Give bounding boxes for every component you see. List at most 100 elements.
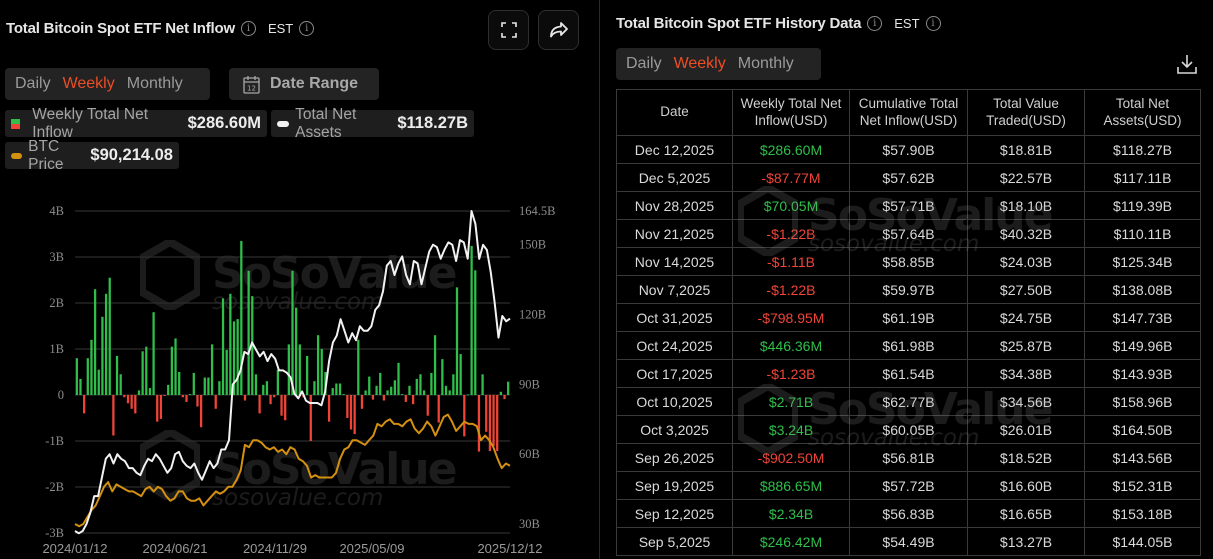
inflow-bar[interactable] — [492, 395, 495, 447]
inflow-bar[interactable] — [134, 395, 137, 414]
info-icon[interactable]: i — [867, 16, 883, 31]
inflow-bar[interactable] — [499, 391, 502, 395]
inflow-bar[interactable] — [145, 346, 148, 395]
inflow-bar[interactable] — [327, 395, 331, 422]
inflow-bar[interactable] — [203, 377, 206, 395]
table-row[interactable]: Oct 10,2025 $2.71B $62.77B $34.56B $158.96B — [616, 387, 1201, 416]
inflow-bar[interactable] — [437, 395, 440, 423]
inflow-bar[interactable] — [104, 293, 108, 395]
inflow-bar[interactable] — [123, 395, 126, 398]
inflow-bar[interactable] — [481, 374, 484, 395]
inflow-bar[interactable] — [130, 395, 133, 409]
inflow-bar[interactable] — [422, 390, 426, 395]
inflow-bar[interactable] — [218, 381, 221, 395]
inflow-bar[interactable] — [276, 369, 280, 395]
inflow-bar[interactable] — [338, 383, 342, 396]
net-assets-line[interactable] — [74, 210, 511, 535]
table-row[interactable]: Oct 3,2025 $3.24B $60.05B $26.01B $164.50B — [616, 415, 1201, 444]
inflow-bar[interactable] — [335, 383, 338, 396]
inflow-bar[interactable] — [298, 344, 301, 395]
inflow-bar[interactable] — [488, 395, 492, 452]
inflow-bar[interactable] — [262, 384, 265, 395]
inflow-bar[interactable] — [170, 346, 174, 395]
inflow-bar[interactable] — [251, 296, 254, 395]
table-row[interactable]: Nov 28,2025 $70.05M $57.71B $18.10B $119.39B — [616, 191, 1201, 220]
inflow-bar[interactable] — [466, 394, 470, 396]
inflow-bar[interactable] — [415, 378, 418, 395]
inflow-bar[interactable] — [441, 359, 444, 395]
inflow-bar[interactable] — [408, 385, 411, 395]
inflow-bar[interactable] — [86, 358, 89, 395]
table-row[interactable]: Nov 7,2025 -$1.22B $59.97B $27.50B $138.08B — [616, 275, 1201, 304]
inflow-bar[interactable] — [459, 354, 462, 395]
table-row[interactable]: Oct 24,2025 $446.36M $61.98B $25.87B $149.96… — [616, 331, 1201, 360]
inflow-bar[interactable] — [229, 293, 232, 395]
inflow-bar[interactable] — [148, 388, 152, 395]
inflow-bar[interactable] — [90, 339, 93, 395]
inflow-bar[interactable] — [503, 395, 506, 400]
table-row[interactable]: Nov 21,2025 -$1.22B $57.64B $40.32B $110.11B — [616, 219, 1201, 248]
inflow-bar[interactable] — [137, 390, 141, 395]
inflow-bar[interactable] — [240, 240, 243, 395]
fullscreen-button[interactable] — [488, 10, 529, 50]
inflow-bar[interactable] — [236, 319, 239, 395]
inflow-bar[interactable] — [295, 307, 298, 395]
tab-daily[interactable]: Daily — [15, 75, 51, 92]
inflow-bar[interactable] — [309, 395, 312, 441]
inflow-bar[interactable] — [189, 394, 192, 395]
inflow-bar[interactable] — [485, 395, 488, 432]
inflow-bar[interactable] — [221, 298, 225, 395]
table-row[interactable]: Sep 12,2025 $2.34B $56.83B $16.65B $153.18B — [616, 499, 1201, 528]
inflow-bar[interactable] — [83, 395, 86, 414]
inflow-bar[interactable] — [119, 374, 122, 395]
inflow-bar[interactable] — [258, 395, 261, 414]
inflow-bar[interactable] — [430, 372, 433, 395]
inflow-bar[interactable] — [269, 395, 272, 405]
net-inflow-chart[interactable]: 4B 3B 2B 1B 0 -1B -2B -3B 164.5B 150B 120B 90B 60B 30… — [0, 195, 598, 559]
table-row[interactable]: Dec 12,2025 $286.60M $57.90B $18.81B $118.27… — [616, 135, 1201, 164]
column-header-value-traded[interactable]: Total Value Traded(USD) — [967, 89, 1085, 136]
table-row[interactable]: Nov 14,2025 -$1.11B $58.85B $24.03B $125.34B — [616, 247, 1201, 276]
inflow-bar[interactable] — [320, 349, 323, 395]
inflow-bar[interactable] — [357, 339, 360, 395]
inflow-bar[interactable] — [401, 394, 404, 395]
btc-price-line[interactable] — [74, 413, 511, 528]
inflow-bar[interactable] — [291, 270, 294, 395]
inflow-bar[interactable] — [112, 395, 115, 436]
inflow-bar[interactable] — [196, 395, 199, 407]
tab-weekly[interactable]: Weekly — [62, 75, 115, 92]
date-range-button[interactable]: 12 Date Range — [229, 68, 379, 100]
inflow-bar[interactable] — [386, 390, 389, 395]
inflow-bar[interactable] — [178, 372, 181, 395]
table-row[interactable]: Oct 31,2025 -$798.95M $61.19B $24.75B $147.7… — [616, 303, 1201, 332]
inflow-bar[interactable] — [470, 245, 473, 395]
inflow-bar[interactable] — [141, 351, 144, 395]
inflow-bar[interactable] — [474, 270, 477, 395]
inflow-bar[interactable] — [452, 374, 455, 395]
inflow-bar[interactable] — [353, 395, 356, 435]
inflow-bar[interactable] — [108, 277, 111, 395]
inflow-bar[interactable] — [477, 395, 481, 452]
inflow-bar[interactable] — [375, 385, 378, 395]
inflow-bar[interactable] — [79, 378, 82, 395]
legend-btc-price[interactable]: BTC Price $90,214.08 — [5, 138, 179, 173]
inflow-bar[interactable] — [152, 312, 155, 395]
inflow-bar[interactable] — [247, 270, 250, 395]
tab-monthly[interactable]: Monthly — [126, 75, 183, 92]
legend-weekly-inflow[interactable]: Weekly Total Net Inflow $286.60M — [5, 106, 267, 141]
inflow-bar[interactable] — [496, 395, 499, 452]
timezone-info-icon[interactable]: i — [925, 16, 941, 31]
inflow-bar[interactable] — [185, 395, 188, 402]
inflow-bar[interactable] — [232, 321, 236, 395]
inflow-bar[interactable] — [433, 335, 437, 395]
inflow-bar[interactable] — [448, 390, 451, 395]
inflow-bar[interactable] — [287, 344, 290, 395]
table-row[interactable]: Oct 17,2025 -$1.23B $61.54B $34.38B $143.93B — [616, 359, 1201, 388]
tab-monthly[interactable]: Monthly — [737, 55, 794, 72]
inflow-bar[interactable] — [254, 374, 258, 395]
share-button[interactable] — [538, 10, 579, 50]
inflow-bar[interactable] — [207, 377, 210, 395]
inflow-bar[interactable] — [225, 349, 228, 395]
inflow-bar[interactable] — [199, 395, 203, 428]
inflow-bar[interactable] — [455, 287, 459, 395]
